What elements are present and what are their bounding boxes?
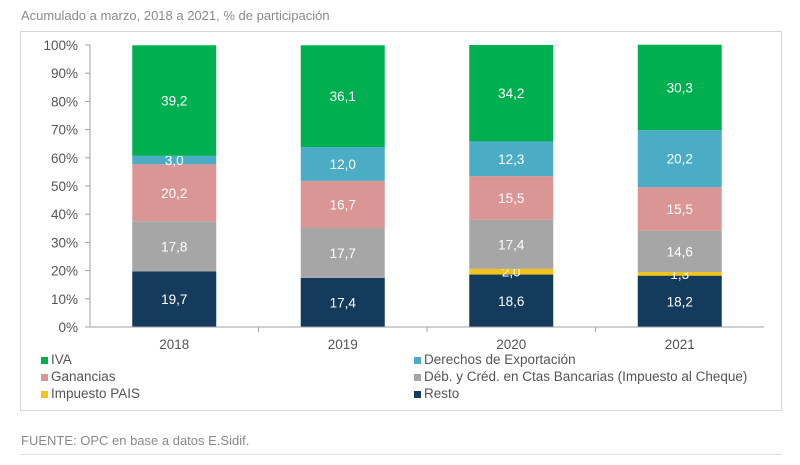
- bar-segment: [637, 275, 722, 327]
- y-tick-label: 50%: [51, 179, 78, 194]
- bar-segment: [637, 44, 722, 131]
- data-label: 17,4: [498, 237, 525, 252]
- legend-swatch: [414, 374, 421, 381]
- legend-swatch: [414, 391, 421, 398]
- bar-segment: [300, 277, 385, 327]
- bar-segment: [469, 274, 554, 327]
- data-label: 34,2: [498, 86, 524, 101]
- x-tick-label: 2019: [328, 337, 358, 352]
- bar-segment: [300, 147, 385, 181]
- bar-segment: [469, 176, 554, 220]
- legend-swatch: [41, 391, 48, 398]
- bar-segment: [637, 272, 722, 276]
- data-label: 12,0: [330, 157, 356, 172]
- bottom-divider: [20, 454, 782, 455]
- data-label: 30,3: [667, 80, 693, 95]
- data-label: 15,5: [498, 191, 524, 206]
- stacked-bar-chart: 0% 10% 20% 30% 40% 50% 60% 70% 80% 90% 100% 19,7 17,…: [41, 38, 764, 401]
- y-tick-label: 90%: [51, 66, 78, 81]
- bar-segment: [469, 141, 554, 177]
- x-tick-label: 2018: [159, 337, 189, 352]
- data-label: 14,6: [667, 244, 693, 259]
- legend-label: Impuesto PAIS: [51, 386, 140, 401]
- bar-segment: [300, 45, 385, 148]
- bar-segment: [132, 155, 217, 165]
- chart-frame: [20, 31, 782, 411]
- data-label: 20,2: [667, 152, 693, 167]
- chart-subtitle: Acumulado a marzo, 2018 a 2021, % de par…: [21, 8, 330, 23]
- data-label: 18,6: [498, 294, 524, 309]
- data-label: 15,5: [667, 202, 693, 217]
- legend-swatch: [41, 357, 48, 364]
- bar-segment: [637, 187, 722, 231]
- legend-label: Derechos de Exportación: [424, 352, 576, 367]
- y-tick-label: 0%: [58, 320, 78, 335]
- y-tick-label: 30%: [51, 235, 78, 250]
- data-label: 16,7: [330, 197, 356, 212]
- data-label: 17,7: [330, 246, 356, 261]
- legend-label: Déb. y Créd. en Ctas Bancarias (Impuesto…: [424, 369, 747, 384]
- data-label: 17,4: [330, 295, 357, 310]
- bar-segment: [300, 180, 385, 229]
- bar-segment: [132, 221, 217, 272]
- y-tick-label: 100%: [43, 38, 78, 53]
- bar-segment: [132, 45, 217, 156]
- legend-label: IVA: [51, 352, 72, 367]
- data-label: 12,3: [498, 152, 524, 167]
- x-tick-label: 2021: [665, 337, 695, 352]
- source-note: FUENTE: OPC en base a datos E.Sidif.: [21, 433, 250, 448]
- bar-segment: [132, 271, 217, 327]
- y-tick-label: 10%: [51, 292, 78, 307]
- y-tick-label: 40%: [51, 207, 78, 222]
- legend-swatch: [414, 357, 421, 364]
- data-label: 17,8: [161, 239, 187, 254]
- data-label: 39,2: [161, 94, 187, 109]
- y-tick-label: 60%: [51, 151, 78, 166]
- legend-label: Ganancias: [51, 369, 116, 384]
- bar-segment: [132, 164, 217, 222]
- bar-segment: [469, 45, 554, 142]
- data-label: 3,0: [165, 153, 184, 168]
- y-tick-label: 80%: [51, 94, 78, 109]
- bar-segment: [469, 268, 554, 275]
- data-label: 19,7: [161, 292, 187, 307]
- y-tick-label: 70%: [51, 123, 78, 138]
- data-label: 18,2: [667, 294, 693, 309]
- bar-segment: [637, 230, 722, 273]
- data-label: 36,1: [330, 89, 356, 104]
- x-tick-label: 2020: [496, 337, 526, 352]
- y-tick-label: 20%: [51, 264, 78, 279]
- legend-label: Resto: [424, 386, 459, 401]
- bar-segment: [637, 130, 722, 188]
- bar-segment: [300, 228, 385, 278]
- data-label: 20,2: [161, 186, 187, 201]
- legend-swatch: [41, 374, 48, 381]
- bar-segment: [469, 219, 554, 269]
